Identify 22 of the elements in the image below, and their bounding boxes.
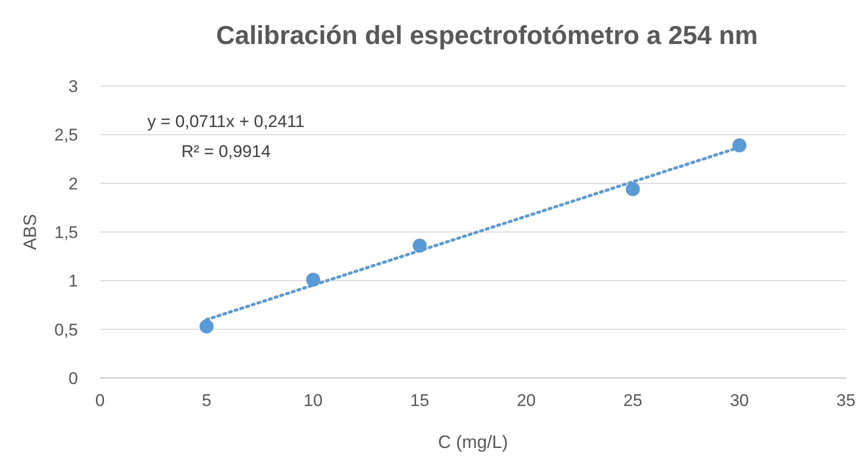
x-tick-label: 30: [730, 391, 749, 410]
annotation: R² = 0,9914: [181, 142, 271, 161]
y-tick-label: 1: [68, 272, 78, 291]
chart-title: Calibración del espectrofotómetro a 254 nm: [216, 20, 758, 50]
y-tick-label: 0,5: [54, 320, 78, 340]
x-tick-label: 15: [410, 391, 430, 410]
point: [200, 319, 214, 334]
x-tick-label: 20: [516, 391, 536, 410]
x-tick-label: 10: [304, 391, 323, 410]
x-axis-title: C (mg/L): [438, 432, 508, 452]
y-tick-label: 1,5: [54, 223, 78, 242]
annotation: y = 0,0711x + 0,2411: [147, 112, 305, 131]
point: [626, 182, 640, 196]
x-tick-label: 35: [836, 391, 856, 410]
y-axis-title: ABS: [20, 214, 40, 250]
x-tick-label: 5: [202, 391, 212, 410]
x-tick-label: 25: [623, 391, 642, 410]
y-tick-label: 3: [68, 77, 78, 96]
y-tick-label: 2: [68, 174, 78, 194]
y-tick-label: 0: [68, 369, 78, 388]
x-tick-label: 0: [95, 391, 105, 410]
y-tick-label: 2,5: [54, 126, 78, 145]
